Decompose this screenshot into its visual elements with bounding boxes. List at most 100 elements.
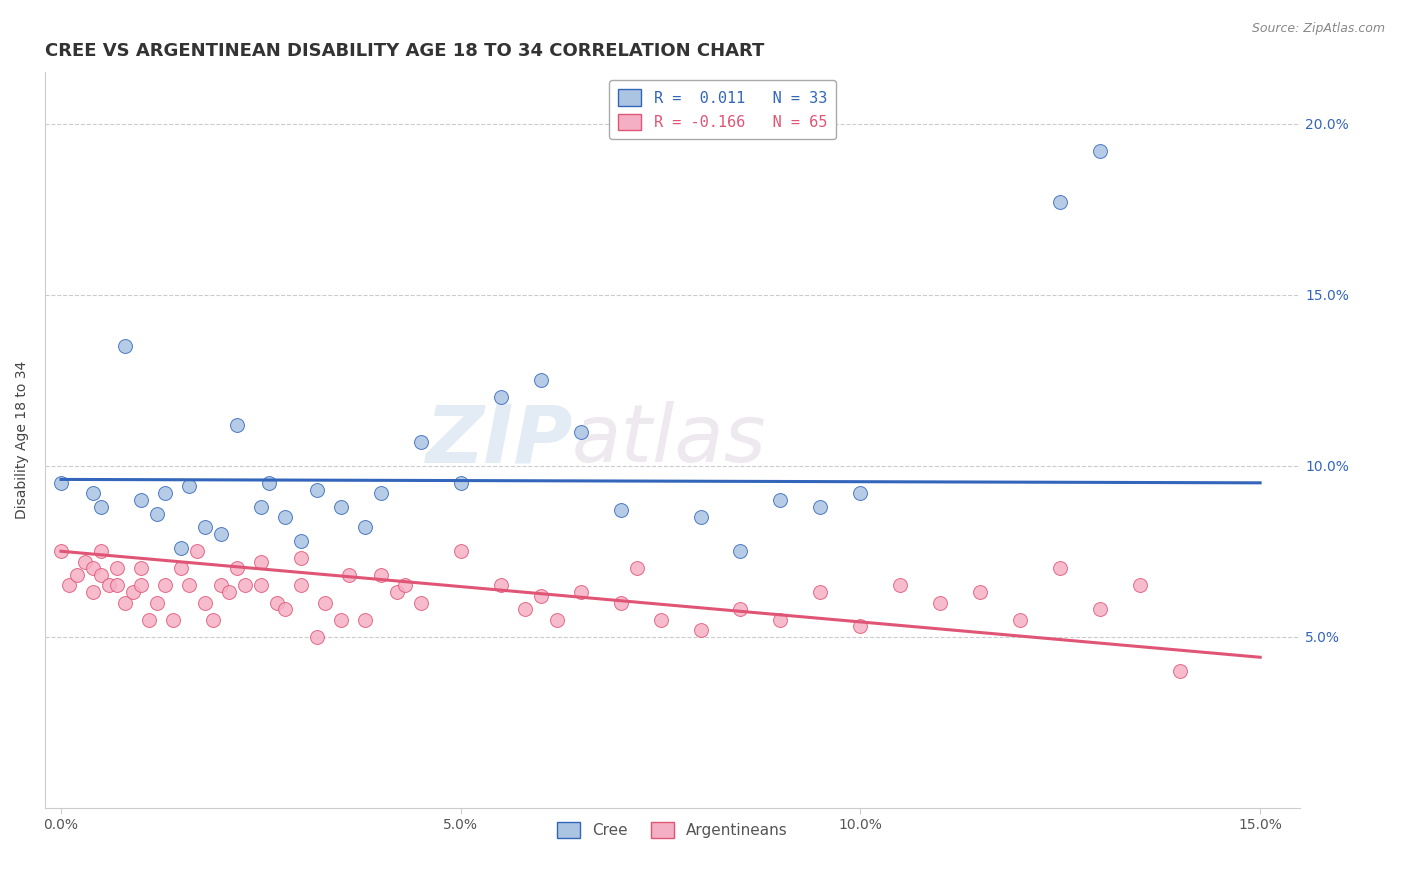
Point — [129, 578, 152, 592]
Point — [489, 578, 512, 592]
Point — [489, 390, 512, 404]
Point — [1090, 144, 1112, 158]
Point — [66, 568, 89, 582]
Point — [146, 507, 169, 521]
Point — [889, 578, 911, 592]
Point — [82, 486, 104, 500]
Y-axis label: Disability Age 18 to 34: Disability Age 18 to 34 — [15, 361, 30, 519]
Point — [105, 578, 128, 592]
Point — [177, 479, 200, 493]
Point — [177, 578, 200, 592]
Point — [250, 578, 273, 592]
Point — [689, 510, 711, 524]
Point — [146, 595, 169, 609]
Point — [450, 544, 472, 558]
Point — [409, 434, 432, 449]
Point — [689, 623, 711, 637]
Point — [353, 520, 375, 534]
Point — [170, 541, 193, 555]
Point — [305, 630, 328, 644]
Point — [1010, 613, 1032, 627]
Point — [209, 527, 232, 541]
Point — [225, 561, 247, 575]
Point — [274, 602, 297, 616]
Point — [1049, 195, 1071, 210]
Point — [337, 568, 360, 582]
Point — [385, 585, 408, 599]
Point — [929, 595, 952, 609]
Point — [849, 486, 872, 500]
Point — [409, 595, 432, 609]
Text: CREE VS ARGENTINEAN DISABILITY AGE 18 TO 34 CORRELATION CHART: CREE VS ARGENTINEAN DISABILITY AGE 18 TO… — [45, 42, 765, 60]
Point — [569, 425, 592, 439]
Point — [153, 486, 176, 500]
Point — [849, 619, 872, 633]
Point — [82, 561, 104, 575]
Point — [546, 613, 568, 627]
Point — [353, 613, 375, 627]
Point — [153, 578, 176, 592]
Point — [105, 561, 128, 575]
Point — [329, 500, 352, 514]
Point — [609, 503, 631, 517]
Point — [329, 613, 352, 627]
Point — [274, 510, 297, 524]
Point — [58, 578, 80, 592]
Point — [250, 500, 273, 514]
Point — [305, 483, 328, 497]
Point — [194, 595, 217, 609]
Point — [82, 585, 104, 599]
Point — [530, 373, 553, 387]
Point — [609, 595, 631, 609]
Point — [530, 589, 553, 603]
Point — [49, 475, 72, 490]
Point — [257, 475, 280, 490]
Point — [194, 520, 217, 534]
Point — [1129, 578, 1152, 592]
Point — [1090, 602, 1112, 616]
Point — [314, 595, 336, 609]
Point — [90, 500, 112, 514]
Point — [370, 568, 392, 582]
Point — [730, 602, 752, 616]
Text: atlas: atlas — [572, 401, 766, 479]
Point — [450, 475, 472, 490]
Point — [650, 613, 672, 627]
Point — [186, 544, 208, 558]
Point — [513, 602, 536, 616]
Text: Source: ZipAtlas.com: Source: ZipAtlas.com — [1251, 22, 1385, 36]
Point — [969, 585, 991, 599]
Point — [129, 561, 152, 575]
Point — [810, 585, 832, 599]
Point — [225, 417, 247, 432]
Point — [114, 339, 136, 353]
Point — [218, 585, 240, 599]
Point — [1049, 561, 1071, 575]
Point — [201, 613, 224, 627]
Point — [290, 533, 312, 548]
Point — [394, 578, 416, 592]
Point — [810, 500, 832, 514]
Point — [122, 585, 145, 599]
Point — [114, 595, 136, 609]
Point — [90, 568, 112, 582]
Point — [73, 554, 96, 568]
Point — [250, 554, 273, 568]
Text: ZIP: ZIP — [425, 401, 572, 479]
Point — [266, 595, 288, 609]
Point — [290, 578, 312, 592]
Point — [626, 561, 648, 575]
Point — [170, 561, 193, 575]
Point — [49, 544, 72, 558]
Point — [290, 551, 312, 566]
Point — [233, 578, 256, 592]
Point — [730, 544, 752, 558]
Legend: Cree, Argentineans: Cree, Argentineans — [551, 816, 794, 844]
Point — [97, 578, 120, 592]
Point — [569, 585, 592, 599]
Point — [90, 544, 112, 558]
Point — [769, 492, 792, 507]
Point — [138, 613, 160, 627]
Point — [209, 578, 232, 592]
Point — [769, 613, 792, 627]
